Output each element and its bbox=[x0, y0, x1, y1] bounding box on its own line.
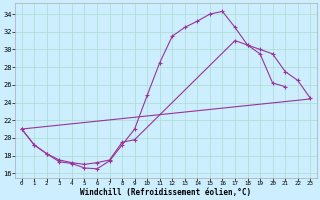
X-axis label: Windchill (Refroidissement éolien,°C): Windchill (Refroidissement éolien,°C) bbox=[80, 188, 252, 197]
